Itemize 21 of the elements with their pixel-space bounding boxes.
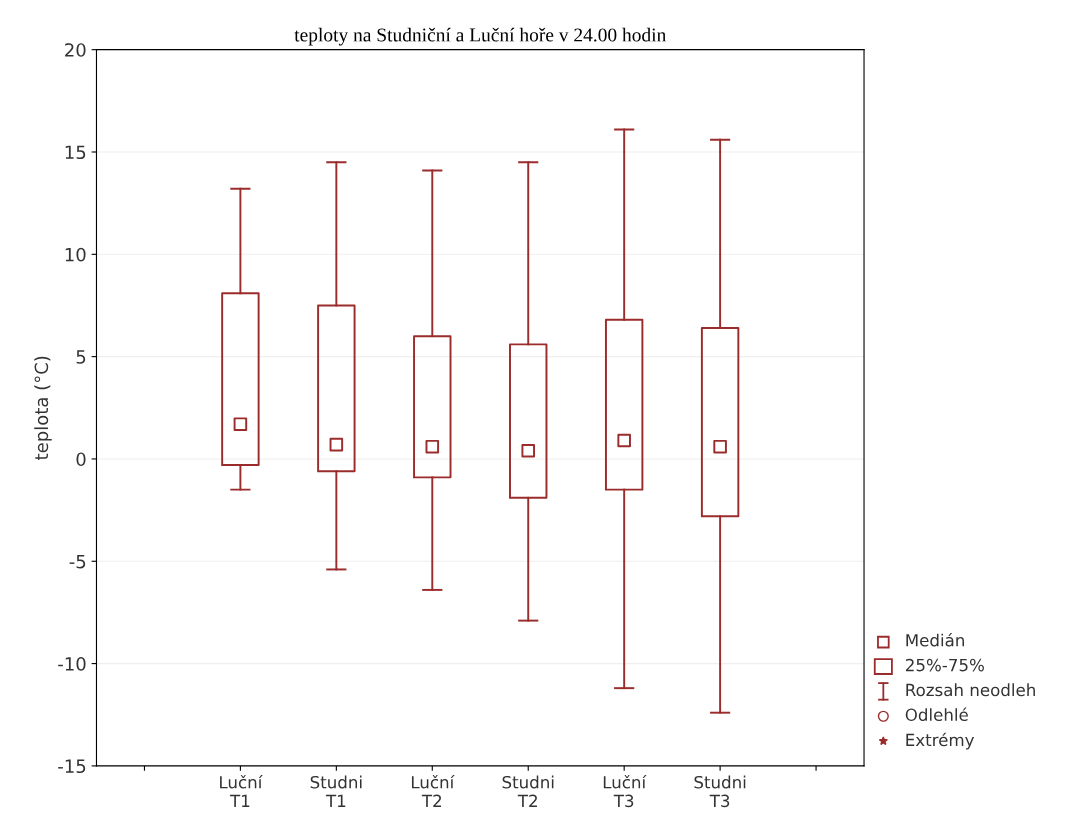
text: Rozsah neodleh (906, 683, 1035, 697)
y-tick-label: 15 (65, 145, 86, 160)
x-tick-label: Luční T1 (220, 774, 263, 807)
y-tick-label: 10 (65, 247, 86, 262)
y-tick-label: -10 (58, 657, 86, 671)
y-tick-label: 20 (65, 43, 86, 57)
x-tick-label: Luční T3 (603, 774, 647, 808)
y-axis-title: teplota (°C) (34, 356, 52, 460)
y-tick-label: 0 (76, 452, 86, 467)
y-tick-label: 5 (76, 350, 86, 364)
text: Extrémy (906, 732, 975, 750)
text: 25%-75% (905, 658, 984, 672)
y-tick-label: -15 (58, 759, 86, 774)
x-tick-label: Luční T2 (411, 774, 455, 807)
y-tick-label: -5 (69, 554, 86, 569)
chart-title: teploty na Studniční a Luční hoře v 24.00 hodin (294, 27, 666, 46)
text: Medián (906, 632, 964, 647)
x-tick-label: Studni T3 (694, 775, 746, 808)
x-tick-label: Studni T2 (502, 775, 554, 807)
x-tick-label: Studni T1 (310, 775, 362, 807)
text: Odlehlé (905, 707, 968, 722)
